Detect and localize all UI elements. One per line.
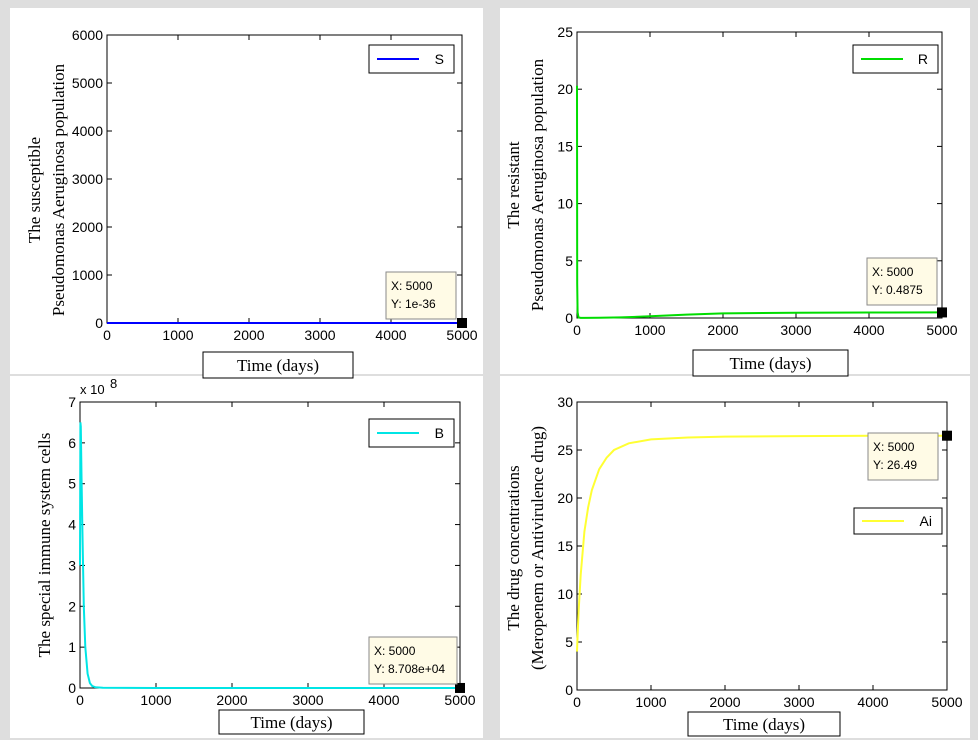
x-tick-label: 0 bbox=[573, 694, 581, 710]
drug-concentration-chart: 0 1000 2000 3000 4000 5000 0 5 10 15 20 25 30 X: 5000… bbox=[504, 394, 963, 737]
datatip-y: Y: 8.708e+04 bbox=[374, 662, 445, 676]
y-tick-label: 6 bbox=[68, 435, 76, 451]
y-tick-label: 15 bbox=[557, 538, 573, 554]
x-tick-label: 1000 bbox=[140, 692, 171, 708]
y-tick-label: 0 bbox=[565, 310, 573, 326]
y-tick-label: 10 bbox=[557, 196, 573, 212]
y-tick-label: 15 bbox=[557, 138, 573, 154]
y-tick-label: 5 bbox=[565, 253, 573, 269]
x-axis-title-box bbox=[202, 351, 354, 379]
x-tick-label: 5000 bbox=[446, 327, 477, 343]
y-tick-label: 1 bbox=[68, 639, 76, 655]
y-tick-label: 5 bbox=[68, 476, 76, 492]
y-tick-label: 2000 bbox=[72, 219, 103, 235]
y-tick-label: 25 bbox=[557, 24, 573, 40]
x-tick-label: 3000 bbox=[292, 692, 323, 708]
datatip-box bbox=[866, 257, 938, 306]
y-tick-label: 30 bbox=[557, 394, 573, 410]
series-line-R bbox=[576, 85, 943, 319]
datatip-y: Y: 26.49 bbox=[873, 458, 917, 472]
legend-label: B bbox=[435, 425, 444, 441]
x-tick-label: 5000 bbox=[931, 694, 962, 710]
y-tick-label: 5000 bbox=[72, 75, 103, 91]
x-tick-label: 1000 bbox=[634, 322, 665, 338]
x-tick-label: 2000 bbox=[709, 694, 740, 710]
datatip-marker[interactable] bbox=[455, 682, 465, 693]
y-tick-label: 10 bbox=[557, 586, 573, 602]
datatip-x: X: 5000 bbox=[873, 440, 915, 454]
x-tick-label: 5000 bbox=[444, 692, 475, 708]
x-tick-label: 0 bbox=[76, 692, 84, 708]
y-tick-label: 0 bbox=[95, 315, 103, 331]
y-axis-title-line: The special immune system cells bbox=[35, 433, 54, 658]
datatip-marker[interactable] bbox=[937, 307, 947, 318]
datatip-x: X: 5000 bbox=[872, 265, 914, 279]
x-axis-title-box bbox=[687, 711, 841, 737]
x-tick-label: 3000 bbox=[304, 327, 335, 343]
datatip-x: X: 5000 bbox=[391, 279, 433, 293]
x-axis-title: Time (days) bbox=[237, 356, 319, 375]
legend-label: Ai bbox=[920, 513, 932, 529]
y-tick-label: 1000 bbox=[72, 267, 103, 283]
datatip-box bbox=[368, 636, 458, 685]
x-axis-title: Time (days) bbox=[250, 713, 332, 732]
legend-label: S bbox=[435, 51, 444, 67]
x-tick-label: 2000 bbox=[216, 692, 247, 708]
immune-cells-chart: 0 1000 2000 3000 4000 5000 0 1 2 3 4 5 6 7 x 10 8 X: 500… bbox=[35, 376, 476, 735]
y-tick-label: 6000 bbox=[72, 27, 103, 43]
x-tick-label: 2000 bbox=[707, 322, 738, 338]
x-tick-label: 0 bbox=[573, 322, 581, 338]
y-axis-title-line: The drug concentrations bbox=[504, 465, 523, 630]
y-tick-label: 2 bbox=[68, 598, 76, 614]
x-axis-title: Time (days) bbox=[729, 354, 811, 373]
datatip-marker[interactable] bbox=[457, 318, 467, 328]
series-line-B bbox=[79, 422, 460, 689]
x-tick-label: 3000 bbox=[783, 694, 814, 710]
datatip-box bbox=[385, 271, 457, 320]
x-tick-label: 4000 bbox=[857, 694, 888, 710]
x-tick-label: 0 bbox=[103, 327, 111, 343]
resistant-population-chart: 0 1000 2000 3000 4000 5000 0 5 10 15 20 25 X: 5000 Y:… bbox=[504, 24, 958, 377]
series-line-Ai bbox=[576, 434, 948, 652]
y-exponent: x 10 bbox=[80, 382, 105, 397]
y-tick-label: 3 bbox=[68, 557, 76, 573]
y-tick-label: 7 bbox=[68, 394, 76, 410]
y-axis-title-line: (Meropenem or Antivirulence drug) bbox=[528, 426, 547, 670]
datatip-y: Y: 1e-36 bbox=[391, 297, 436, 311]
datatip-box bbox=[867, 432, 939, 481]
y-tick-label: 4 bbox=[68, 517, 76, 533]
y-tick-label: 20 bbox=[557, 81, 573, 97]
y-tick-label: 0 bbox=[68, 680, 76, 696]
y-tick-label: 5 bbox=[565, 634, 573, 650]
y-tick-label: 3000 bbox=[72, 171, 103, 187]
x-tick-label: 4000 bbox=[368, 692, 399, 708]
x-tick-label: 2000 bbox=[233, 327, 264, 343]
y-tick-label: 20 bbox=[557, 490, 573, 506]
y-axis-title-line: The susceptible bbox=[25, 137, 44, 243]
x-tick-label: 3000 bbox=[780, 322, 811, 338]
y-axis-title-line: The resistant bbox=[504, 141, 523, 229]
datatip-y: Y: 0.4875 bbox=[872, 283, 923, 297]
datatip-marker[interactable] bbox=[942, 430, 952, 441]
y-axis-title-line: Pseudomonas Aeruginosa population bbox=[49, 63, 68, 316]
y-exponent-power: 8 bbox=[110, 376, 117, 391]
y-tick-label: 25 bbox=[557, 442, 573, 458]
datatip-x: X: 5000 bbox=[374, 644, 416, 658]
x-tick-label: 5000 bbox=[926, 322, 957, 338]
legend-label: R bbox=[918, 51, 928, 67]
susceptible-population-chart: 0 1000 2000 3000 4000 5000 0 1000 2000 3000 4000 50… bbox=[25, 27, 478, 379]
y-tick-label: 0 bbox=[565, 682, 573, 698]
y-tick-label: 4000 bbox=[72, 123, 103, 139]
x-axis-title-box bbox=[692, 349, 849, 377]
x-tick-label: 4000 bbox=[375, 327, 406, 343]
x-tick-label: 4000 bbox=[853, 322, 884, 338]
y-axis-title-line: Pseudomonas Aeruginosa population bbox=[528, 58, 547, 311]
x-axis-title: Time (days) bbox=[723, 715, 805, 734]
x-tick-label: 1000 bbox=[162, 327, 193, 343]
x-axis-title-box bbox=[218, 709, 365, 735]
x-tick-label: 1000 bbox=[635, 694, 666, 710]
